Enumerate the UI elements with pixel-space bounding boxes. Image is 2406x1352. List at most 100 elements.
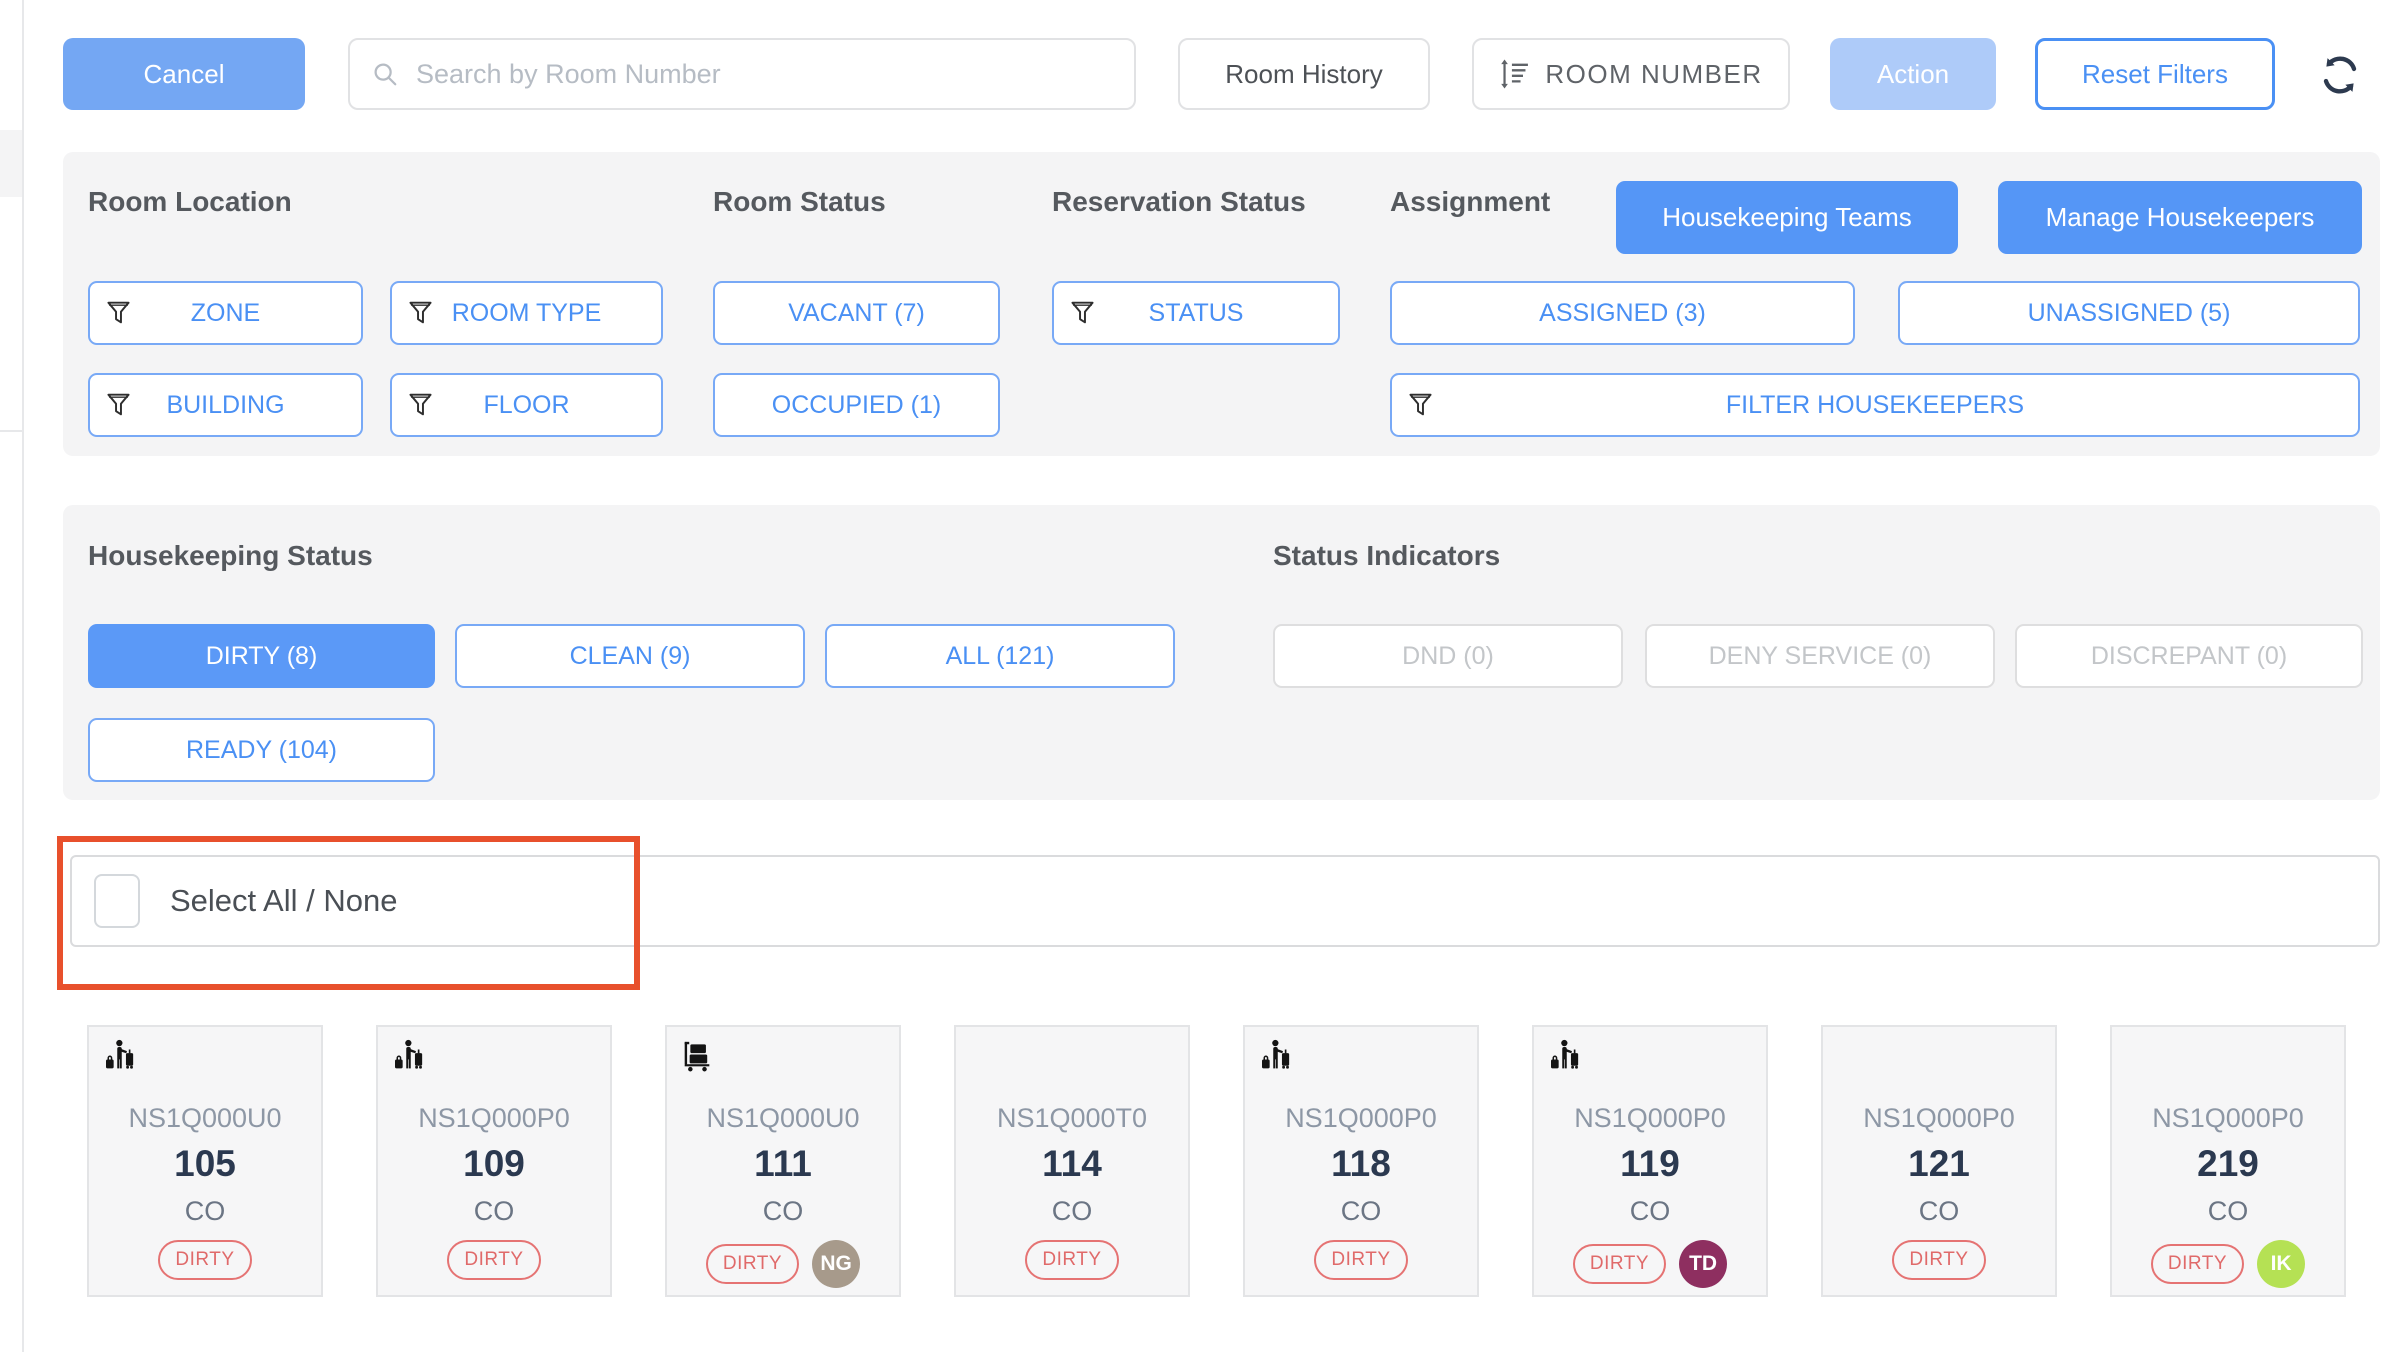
left-rail-separator — [0, 430, 22, 432]
dirty-badge: DIRTY — [1314, 1240, 1408, 1280]
zone-filter-label: ZONE — [190, 298, 261, 327]
building-filter-button[interactable]: BUILDING — [88, 373, 363, 437]
room-history-button[interactable]: Room History — [1178, 38, 1430, 110]
funnel-icon — [1407, 392, 1434, 419]
filter-housekeepers-button[interactable]: FILTER HOUSEKEEPERS — [1390, 373, 2360, 437]
floor-filter-button[interactable]: FLOOR — [390, 373, 663, 437]
action-button[interactable]: Action — [1830, 38, 1996, 110]
funnel-icon — [1069, 300, 1096, 327]
funnel-icon — [105, 392, 132, 419]
housekeeping-status-title: Housekeeping Status — [88, 540, 373, 571]
housekeeper-avatar: NG — [812, 1240, 861, 1288]
status-indicators-title: Status Indicators — [1273, 540, 1501, 571]
room-type-filter-button[interactable]: ROOM TYPE — [390, 281, 663, 345]
room-number: 119 — [1620, 1143, 1680, 1184]
luggage-cart-icon — [681, 1039, 715, 1073]
room-status-title: Room Status — [713, 186, 886, 217]
reservation-status-code: CO — [2207, 1196, 2249, 1226]
room-number: 121 — [1908, 1143, 1970, 1184]
room-card[interactable]: NS1Q000P0 118 CO DIRTY — [1243, 1025, 1479, 1297]
funnel-icon — [407, 300, 434, 327]
card-badges: DIRTY TD — [1572, 1240, 1728, 1288]
room-card[interactable]: NS1Q000P0 219 CO DIRTY IK — [2110, 1025, 2346, 1297]
filters-panel: Room Location Room Status Reservation St… — [63, 152, 2380, 456]
room-card[interactable]: NS1Q000P0 109 CO DIRTY — [376, 1025, 612, 1297]
room-type-code: NS1Q000T0 — [996, 1103, 1148, 1133]
search-icon — [370, 59, 400, 89]
room-type-code: NS1Q000P0 — [418, 1103, 570, 1133]
room-card[interactable]: NS1Q000U0 111 CO DIRTY NG — [665, 1025, 901, 1297]
assigned-filter-button[interactable]: ASSIGNED (3) — [1390, 281, 1855, 345]
building-filter-label: BUILDING — [166, 390, 285, 419]
reservation-status-title: Reservation Status — [1052, 186, 1306, 217]
dirty-badge: DIRTY — [447, 1240, 541, 1280]
dirty-badge: DIRTY — [2150, 1244, 2245, 1284]
card-badges: DIRTY — [158, 1240, 252, 1280]
select-all-bar: Select All / None — [70, 855, 2380, 947]
room-number: 109 — [463, 1143, 525, 1184]
departing-guest-icon — [1548, 1039, 1584, 1075]
floor-filter-label: FLOOR — [483, 390, 570, 419]
manage-housekeepers-button[interactable]: Manage Housekeepers — [1998, 181, 2362, 254]
room-card[interactable]: NS1Q000U0 105 CO DIRTY — [87, 1025, 323, 1297]
refresh-button[interactable] — [2312, 50, 2368, 100]
room-number: 114 — [1042, 1143, 1102, 1184]
zone-filter-button[interactable]: ZONE — [88, 281, 363, 345]
room-search-field[interactable] — [348, 38, 1136, 110]
status-panel: Housekeeping Status Status Indicators DI… — [63, 505, 2380, 800]
clean-filter-button[interactable]: CLEAN (9) — [455, 624, 805, 688]
room-type-code: NS1Q000P0 — [1574, 1103, 1726, 1133]
room-card[interactable]: NS1Q000P0 119 CO DIRTY TD — [1532, 1025, 1768, 1297]
room-number: 111 — [754, 1143, 812, 1184]
reservation-status-code: CO — [473, 1196, 515, 1226]
room-type-code: NS1Q000P0 — [1863, 1103, 2015, 1133]
card-badges: DIRTY IK — [2150, 1240, 2306, 1288]
deny-service-filter-button: DENY SERVICE (0) — [1645, 624, 1995, 688]
unassigned-filter-button[interactable]: UNASSIGNED (5) — [1898, 281, 2360, 345]
ready-filter-button[interactable]: READY (104) — [88, 718, 435, 782]
room-type-code: NS1Q000U0 — [706, 1103, 860, 1133]
dirty-badge: DIRTY — [1572, 1244, 1667, 1284]
departing-guest-icon — [1259, 1039, 1295, 1075]
funnel-icon — [407, 392, 434, 419]
reservation-status-code: CO — [1051, 1196, 1093, 1226]
room-card[interactable]: NS1Q000T0 114 CO DIRTY — [954, 1025, 1190, 1297]
search-input[interactable] — [414, 57, 1114, 91]
card-badges: DIRTY — [1025, 1240, 1119, 1280]
reservation-status-code: CO — [762, 1196, 804, 1226]
all-filter-button[interactable]: ALL (121) — [825, 624, 1175, 688]
occupied-filter-button[interactable]: OCCUPIED (1) — [713, 373, 1000, 437]
discrepant-filter-button: DISCREPANT (0) — [2015, 624, 2363, 688]
room-type-filter-label: ROOM TYPE — [451, 298, 602, 327]
room-number: 118 — [1331, 1143, 1391, 1184]
reservation-status-code: CO — [1918, 1196, 1960, 1226]
funnel-icon — [105, 300, 132, 327]
reservation-status-code: CO — [1340, 1196, 1382, 1226]
room-card-grid: NS1Q000U0 105 CO DIRTY NS1Q000P0 109 CO … — [87, 1025, 2346, 1297]
room-number: 219 — [2197, 1143, 2259, 1184]
housekeeper-avatar: TD — [1679, 1240, 1728, 1288]
dnd-filter-button: DND (0) — [1273, 624, 1623, 688]
room-type-code: NS1Q000P0 — [2152, 1103, 2304, 1133]
refresh-icon — [2317, 52, 2363, 98]
room-number: 105 — [174, 1143, 236, 1184]
room-type-code: NS1Q000U0 — [128, 1103, 282, 1133]
sort-label: ROOM NUMBER — [1545, 58, 1763, 89]
reservation-status-filter-button[interactable]: STATUS — [1052, 281, 1340, 345]
select-all-checkbox[interactable] — [94, 874, 140, 928]
cancel-button[interactable]: Cancel — [63, 38, 305, 110]
card-badges: DIRTY NG — [705, 1240, 861, 1288]
vacant-filter-button[interactable]: VACANT (7) — [713, 281, 1000, 345]
status-filter-label: STATUS — [1148, 298, 1244, 327]
room-type-code: NS1Q000P0 — [1285, 1103, 1437, 1133]
sort-by-room-number-button[interactable]: ROOM NUMBER — [1472, 38, 1790, 110]
left-rail-divider — [0, 0, 24, 1352]
departing-guest-icon — [392, 1039, 428, 1075]
reset-filters-button[interactable]: Reset Filters — [2035, 38, 2275, 110]
room-card[interactable]: NS1Q000P0 121 CO DIRTY — [1821, 1025, 2057, 1297]
card-badges: DIRTY — [1314, 1240, 1408, 1280]
dirty-filter-button[interactable]: DIRTY (8) — [88, 624, 435, 688]
housekeeping-teams-button[interactable]: Housekeeping Teams — [1616, 181, 1958, 254]
reservation-status-code: CO — [184, 1196, 226, 1226]
